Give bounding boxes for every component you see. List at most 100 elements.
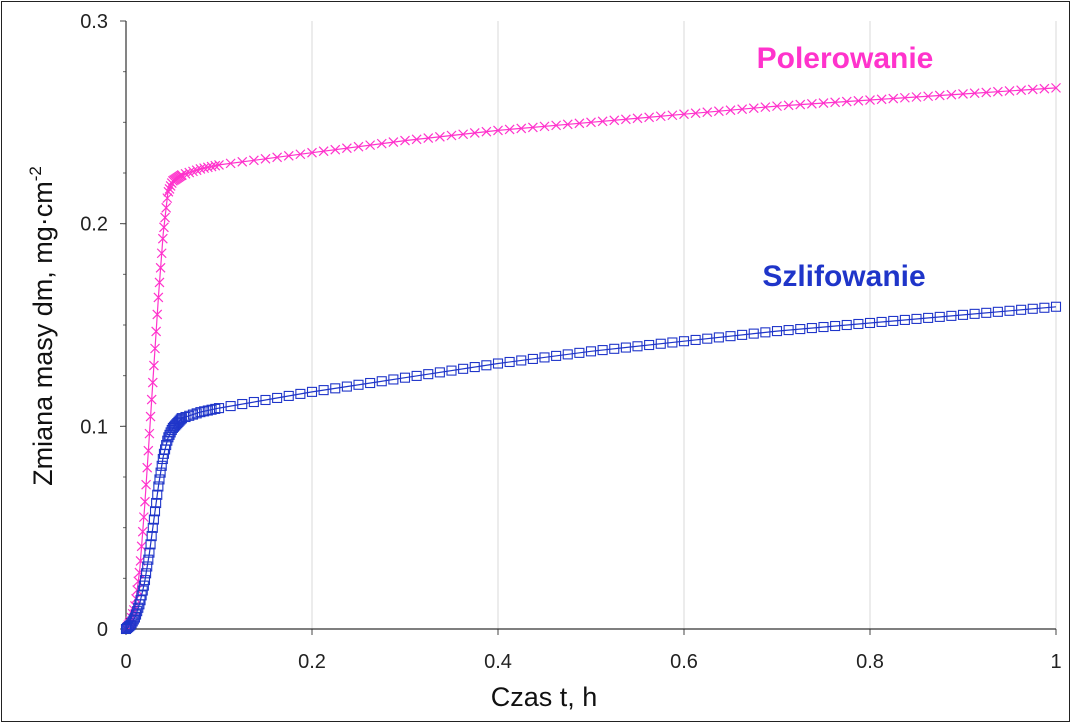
data-point xyxy=(934,311,945,322)
data-point xyxy=(237,398,248,410)
data-point xyxy=(155,262,166,273)
x-axis-title: Czas t, h xyxy=(491,682,598,712)
data-point xyxy=(876,94,887,105)
data-point xyxy=(160,212,170,223)
y-tick-labels: 0 0.1 0.2 0.3 xyxy=(80,11,108,641)
data-point xyxy=(1016,304,1027,315)
data-point xyxy=(888,315,899,326)
data-point xyxy=(163,186,174,197)
data-point xyxy=(818,98,829,109)
data-point xyxy=(702,107,713,118)
data-point xyxy=(147,522,158,533)
data-point xyxy=(725,105,736,116)
data-point xyxy=(737,329,748,340)
data-point xyxy=(795,99,806,110)
data-point xyxy=(841,96,852,107)
data-point xyxy=(153,481,164,492)
data-point xyxy=(159,222,169,233)
data-point xyxy=(140,496,150,507)
data-point xyxy=(272,152,283,163)
data-point xyxy=(213,403,225,414)
data-point xyxy=(946,89,957,100)
data-point xyxy=(206,404,217,415)
data-point xyxy=(283,150,294,161)
data-point xyxy=(164,183,175,194)
data-point xyxy=(772,101,782,112)
data-point xyxy=(154,277,165,288)
data-point xyxy=(981,87,992,98)
data-point xyxy=(585,346,597,357)
data-point xyxy=(148,514,159,525)
data-point xyxy=(481,360,492,371)
data-point xyxy=(210,403,221,414)
data-point xyxy=(539,352,550,363)
data-point xyxy=(539,121,550,132)
data-point xyxy=(655,111,666,122)
data-point xyxy=(551,120,562,131)
data-point xyxy=(713,106,724,117)
data-point xyxy=(353,141,364,152)
data-point xyxy=(388,374,399,385)
grid-lines xyxy=(311,21,1057,629)
data-point xyxy=(307,147,317,158)
axes xyxy=(120,20,1057,635)
data-point xyxy=(899,92,910,103)
data-point xyxy=(609,343,620,354)
data-point xyxy=(597,116,608,127)
data-point xyxy=(260,153,271,164)
data-point xyxy=(934,90,945,101)
data-point xyxy=(195,407,206,418)
data-point xyxy=(783,100,794,111)
data-point xyxy=(151,497,162,509)
data-point xyxy=(143,445,154,456)
data-point xyxy=(795,324,806,335)
data-point xyxy=(946,310,957,321)
data-point xyxy=(713,332,724,343)
data-point xyxy=(353,379,364,390)
data-point xyxy=(1051,82,1061,93)
series-label-polerowanie: Polerowanie xyxy=(757,42,934,75)
data-point xyxy=(609,115,620,126)
data-point xyxy=(174,415,185,426)
data-point xyxy=(176,170,187,180)
data-point xyxy=(981,307,992,318)
data-point xyxy=(655,338,666,349)
series-line xyxy=(125,306,1057,630)
data-point xyxy=(958,89,968,99)
y-tick-label: 0.3 xyxy=(80,11,108,33)
data-point xyxy=(446,130,457,141)
data-point xyxy=(153,292,164,303)
data-point xyxy=(318,146,329,157)
data-point xyxy=(434,367,445,378)
data-point xyxy=(150,343,160,354)
data-point xyxy=(157,233,168,244)
data-point xyxy=(195,164,206,174)
data-point xyxy=(156,248,167,259)
x-tick-label: 0 xyxy=(120,651,131,673)
data-point xyxy=(156,460,167,471)
data-point xyxy=(504,124,515,135)
data-point xyxy=(853,95,864,106)
data-point xyxy=(144,547,155,558)
series-label-szlifowanie: Szlifowanie xyxy=(762,260,925,293)
data-point xyxy=(306,386,318,397)
data-point xyxy=(632,341,643,352)
series-line xyxy=(125,87,1057,630)
data-point xyxy=(188,166,198,177)
data-point xyxy=(771,326,783,337)
data-point xyxy=(248,155,259,166)
x-tick-labels: 0 0.2 0.4 0.6 0.8 1 xyxy=(120,651,1061,673)
data-point xyxy=(969,308,980,319)
data-point xyxy=(295,388,306,399)
data-point xyxy=(214,159,224,170)
data-point xyxy=(969,88,980,99)
y-tick-label: 0.2 xyxy=(80,214,108,236)
y-axis-title-text: Zmiana masy dm, mg·cm xyxy=(28,181,58,486)
data-point xyxy=(423,133,434,143)
data-point xyxy=(679,109,689,120)
data-point xyxy=(853,318,864,330)
y-axis-title-superscript: -2 xyxy=(26,166,45,181)
data-point xyxy=(144,428,155,439)
data-point xyxy=(184,410,195,421)
data-point xyxy=(574,347,585,358)
